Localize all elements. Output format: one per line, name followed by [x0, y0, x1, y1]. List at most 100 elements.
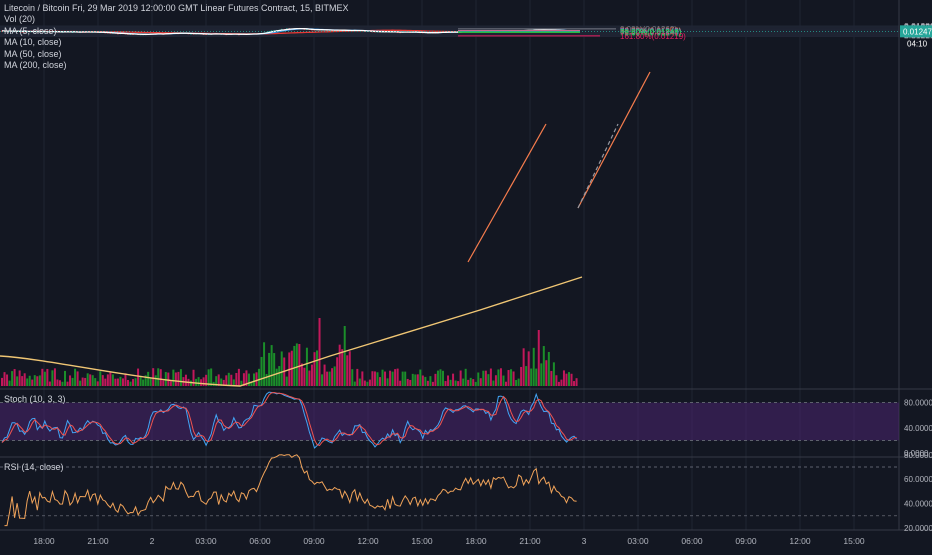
volume-bar: [51, 370, 54, 386]
volume-bar: [300, 363, 303, 386]
volume-bar: [149, 378, 152, 386]
indicator-ma10[interactable]: MA (10, close): [4, 37, 62, 48]
volume-bar: [144, 375, 147, 386]
volume-bar: [222, 379, 225, 386]
candle-body: [129, 34, 132, 35]
ma200-line: [0, 276, 583, 387]
time-tick-label: 12:00: [357, 536, 379, 546]
volume-bar: [162, 380, 165, 386]
volume-bar: [472, 379, 475, 386]
volume-bar: [310, 364, 313, 386]
indicator-ma50[interactable]: MA (50, close): [4, 48, 62, 59]
volume-bar: [338, 344, 341, 386]
volume-bar: [336, 357, 339, 386]
volume-bar: [253, 373, 255, 386]
indicator-vol[interactable]: Vol (20): [4, 14, 36, 25]
volume-bar: [313, 352, 316, 386]
volume-bar: [507, 370, 510, 386]
volume-bar: [414, 374, 417, 386]
time-tick-label: 3: [582, 536, 587, 546]
volume-bar: [91, 375, 94, 386]
candle-body: [270, 30, 273, 32]
volume-bar: [326, 371, 329, 386]
volume-bar: [220, 378, 223, 386]
volume-bar: [255, 372, 258, 386]
volume-bar: [184, 374, 187, 386]
fib-label: 50.00%(0.01249): [620, 27, 682, 36]
indicator-ma5[interactable]: MA (5, close): [4, 25, 57, 36]
volume-bar: [84, 377, 87, 386]
volume-bar: [353, 381, 356, 386]
volume-bar: [11, 371, 14, 386]
rsi-label[interactable]: RSI (14, close): [4, 462, 64, 472]
volume-bar: [147, 371, 150, 386]
candle-body: [109, 32, 112, 34]
stoch-label[interactable]: Stoch (10, 3, 3): [4, 394, 66, 404]
volume-bar: [86, 373, 89, 386]
volume-bar: [56, 379, 59, 386]
volume-bar: [358, 378, 361, 386]
stoch-tick-label: 40.0000: [904, 424, 932, 433]
time-tick-label: 12:00: [789, 536, 811, 546]
volume-bar: [104, 378, 107, 386]
time-tick-label: 18:00: [33, 536, 55, 546]
volume-bar: [391, 371, 394, 386]
volume-bar: [321, 374, 324, 386]
volume-bar: [560, 379, 563, 386]
symbol-title[interactable]: Litecoin / Bitcoin Fri, 29 Mar 2019 12:0…: [4, 3, 349, 13]
candle-body: [396, 32, 399, 34]
volume-bar: [416, 374, 419, 386]
volume-bar: [444, 381, 447, 386]
volume-bars: [1, 318, 578, 386]
volume-bar: [174, 372, 177, 386]
time-tick-label: 03:00: [627, 536, 649, 546]
volume-bar: [303, 367, 306, 386]
volume-bar: [61, 381, 64, 386]
stoch-k-line: [1, 391, 577, 449]
volume-bar: [328, 371, 331, 386]
volume-bar: [137, 368, 140, 386]
volume-bar: [499, 368, 502, 386]
volume-bar: [343, 326, 346, 386]
trendline: [467, 123, 547, 263]
volume-bar: [258, 368, 261, 386]
volume-bar: [527, 351, 530, 386]
volume-bar: [515, 379, 518, 386]
volume-bar: [96, 381, 99, 386]
volume-bar: [46, 368, 49, 386]
trendline: [577, 71, 651, 209]
volume-bar: [449, 379, 452, 386]
volume-bar: [381, 369, 384, 386]
volume-bar: [167, 372, 170, 386]
fib-label: 38.20%(0.01252): [620, 27, 682, 36]
volume-bar: [242, 373, 245, 386]
volume-bar: [318, 318, 321, 386]
volume-bar: [487, 374, 490, 386]
volume-bar: [474, 381, 477, 386]
volume-bar: [442, 370, 444, 386]
volume-bar: [53, 368, 56, 386]
stoch-d-line: [1, 391, 577, 447]
candle-body: [311, 29, 313, 31]
volume-bar: [111, 374, 114, 386]
volume-bar: [101, 375, 104, 386]
time-tick-label: 15:00: [411, 536, 433, 546]
volume-bar: [520, 366, 523, 386]
main-legend: Litecoin / Bitcoin Fri, 29 Mar 2019 12:0…: [4, 3, 349, 71]
volume-bar: [28, 375, 31, 386]
volume-bar: [200, 379, 203, 386]
volume-bar: [202, 377, 205, 386]
volume-bar: [38, 375, 41, 386]
volume-bar: [371, 371, 374, 386]
volume-bar: [197, 377, 200, 386]
volume-bar: [41, 368, 44, 386]
volume-bar: [462, 378, 465, 386]
rsi-tick-label: 60.0000: [904, 475, 932, 484]
volume-bar: [557, 381, 560, 386]
indicator-ma200[interactable]: MA (200, close): [4, 60, 67, 71]
stoch-tick-label: 0.0000: [904, 449, 929, 458]
volume-bar: [323, 364, 326, 386]
volume-bar: [177, 371, 180, 386]
